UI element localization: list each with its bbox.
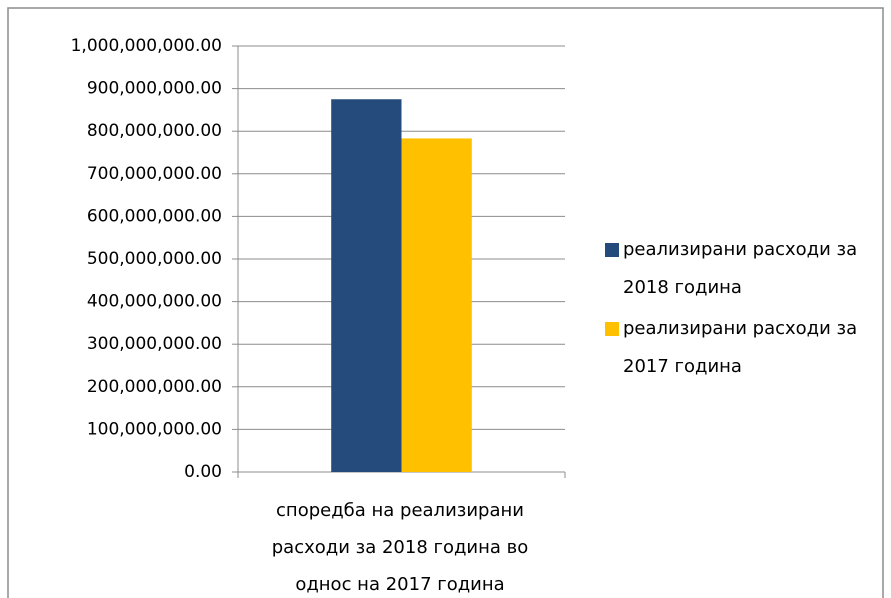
y-tick-label: 100,000,000.00 — [87, 419, 222, 439]
y-tick-label: 0.00 — [184, 462, 222, 482]
y-tick-label: 700,000,000.00 — [87, 164, 222, 184]
x-tick-label: споредба на реализирани расходи за 2018 … — [271, 500, 529, 595]
y-tick-label: 1,000,000,000.00 — [71, 36, 222, 56]
bar — [401, 138, 472, 472]
y-tick-label: 900,000,000.00 — [87, 79, 222, 99]
y-tick-label: 300,000,000.00 — [87, 334, 222, 354]
legend-swatch — [605, 322, 619, 336]
legend-label: реализирани расходи за 2017 година — [623, 318, 858, 377]
bar — [331, 99, 402, 472]
y-tick-label: 800,000,000.00 — [87, 121, 222, 141]
chart-border — [7, 7, 884, 598]
y-tick-label: 400,000,000.00 — [87, 292, 222, 312]
y-tick-label: 600,000,000.00 — [87, 206, 222, 226]
y-tick-label: 500,000,000.00 — [87, 249, 222, 269]
y-tick-label: 200,000,000.00 — [87, 377, 222, 397]
legend-swatch — [605, 243, 619, 257]
legend-label: реализирани расходи за 2018 година — [623, 239, 858, 298]
